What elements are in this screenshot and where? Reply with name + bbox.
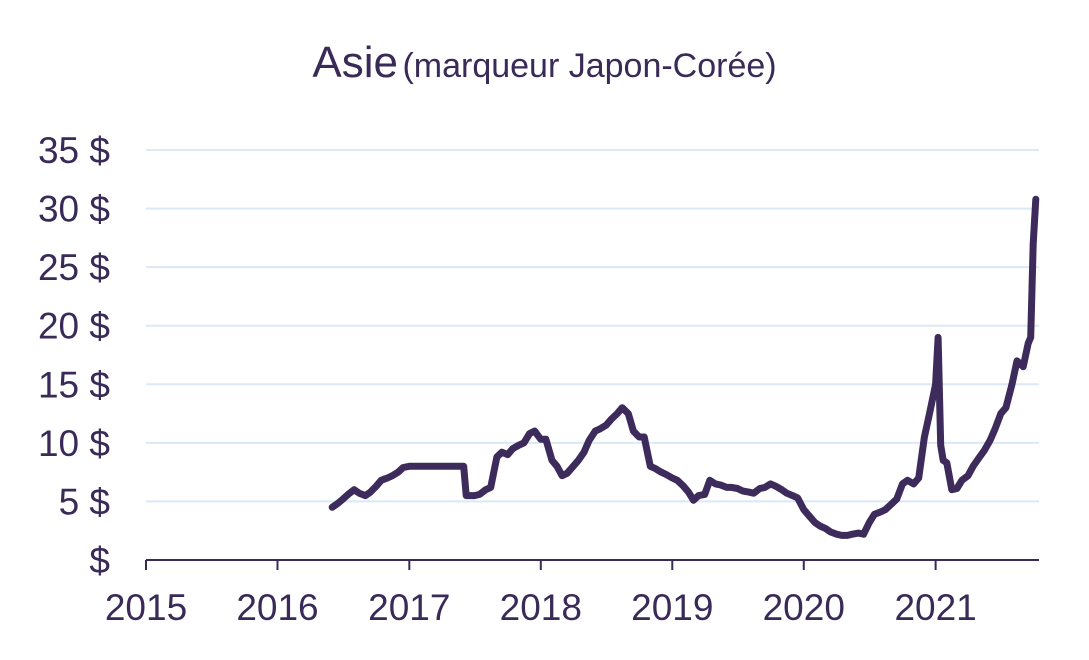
x-tick-label: 2020 <box>763 587 845 628</box>
y-tick-label: 25 $ <box>38 247 110 288</box>
y-tick-label: 20 $ <box>38 306 110 347</box>
price-series-line <box>328 195 1040 539</box>
chart-title: Asie (marqueur Japon-Corée) <box>0 38 1089 88</box>
chart-subtitle: (marqueur Japon-Corée) <box>402 47 777 85</box>
x-tick-label: 2016 <box>236 587 318 628</box>
y-tick-label: 15 $ <box>38 364 110 405</box>
y-tick-label: $ <box>89 540 110 581</box>
x-tick-label: 2015 <box>105 587 187 628</box>
y-tick-label: 35 $ <box>38 130 110 171</box>
y-tick-label: 30 $ <box>38 189 110 230</box>
x-tick-label: 2018 <box>500 587 582 628</box>
y-tick-label: 10 $ <box>38 423 110 464</box>
x-tick-label: 2021 <box>894 587 976 628</box>
chart-title-main: Asie <box>312 38 398 87</box>
x-tick-label: 2017 <box>368 587 450 628</box>
x-tick-label: 2019 <box>631 587 713 628</box>
y-tick-label: 5 $ <box>59 481 110 522</box>
